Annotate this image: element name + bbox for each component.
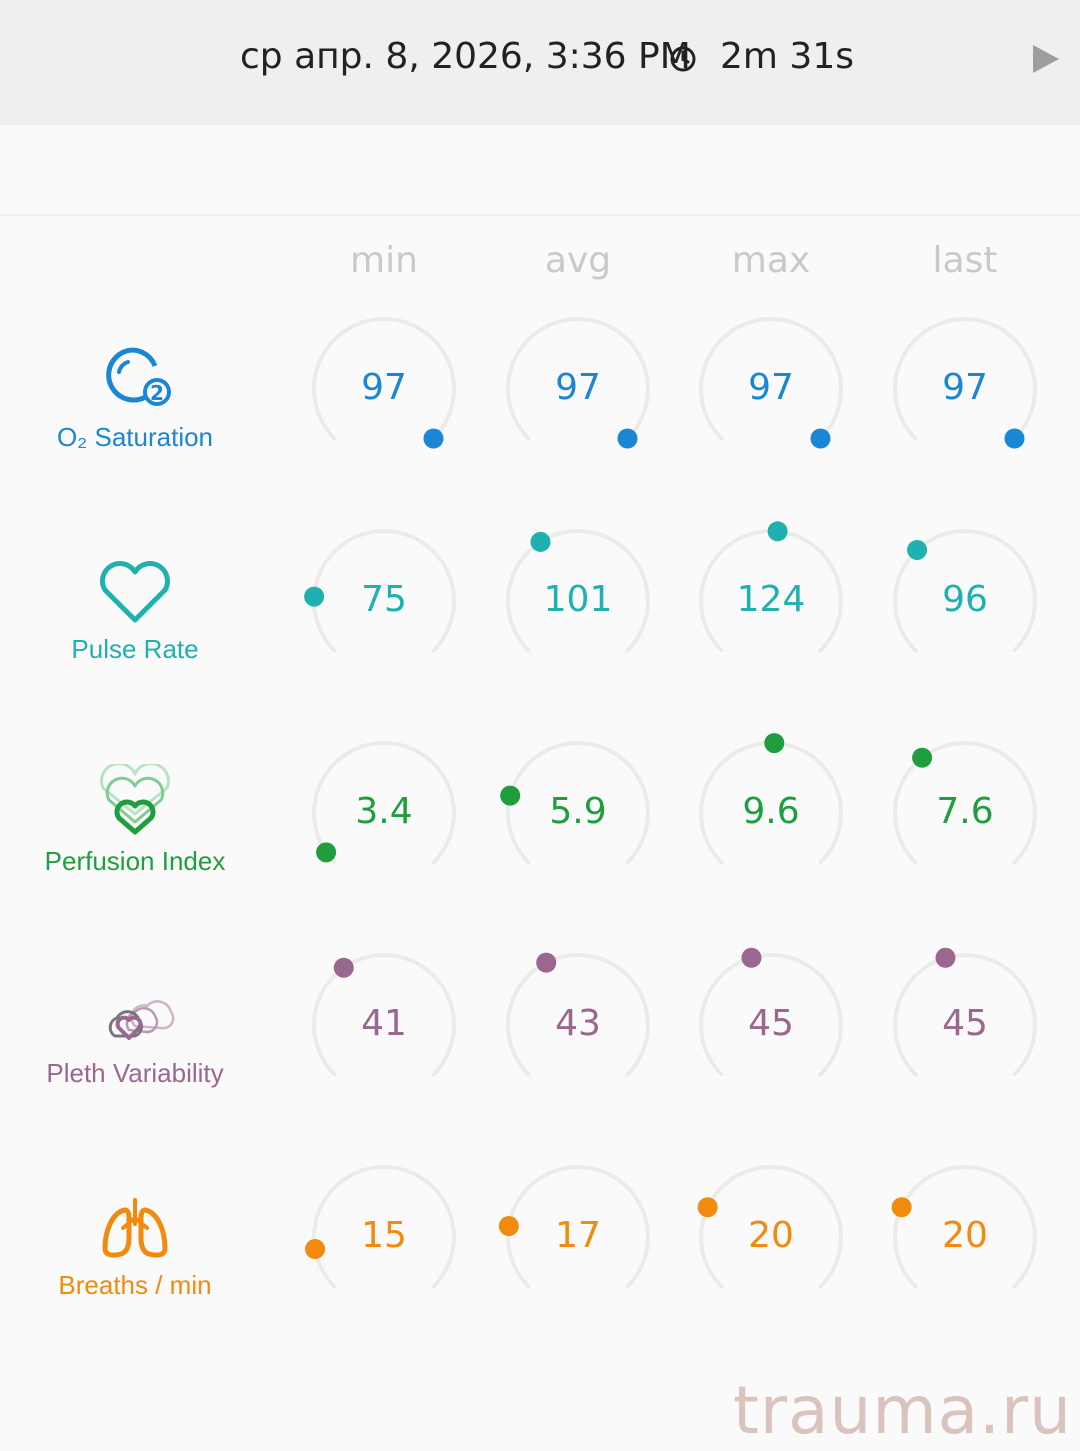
gauge-perfusion-last: 7.6 <box>890 738 1040 888</box>
gauge-indicator-dot <box>1004 428 1025 449</box>
gauge-value: 75 <box>361 579 407 620</box>
gauge-o2-max: 97 <box>696 314 846 464</box>
gauge-value: 43 <box>555 1003 601 1044</box>
gauge-track <box>312 953 456 1077</box>
gauge-indicator-dot <box>764 733 785 754</box>
gauge-indicator-dot <box>891 1197 912 1218</box>
gauge-value: 124 <box>736 579 806 620</box>
gauge-track <box>893 317 1037 441</box>
gauge-value: 96 <box>942 579 988 620</box>
o2-saturation-icon: 2 <box>95 340 175 420</box>
gauge-indicator-dot <box>935 947 956 968</box>
gauge-value: 15 <box>361 1215 407 1256</box>
divider <box>0 214 1080 216</box>
gauge-value: 20 <box>942 1215 988 1256</box>
lungs-icon <box>95 1188 175 1268</box>
gauge-value: 17 <box>555 1215 601 1256</box>
gauge-track <box>699 1165 843 1289</box>
gauge-value: 45 <box>942 1003 988 1044</box>
gauge-value: 41 <box>361 1003 407 1044</box>
gauge-pulse-last: 96 <box>890 526 1040 676</box>
gauge-indicator-dot <box>500 785 521 806</box>
gauge-o2-avg: 97 <box>503 314 653 464</box>
gauge-track <box>506 1165 650 1289</box>
gauge-breaths-min: 15 <box>305 1162 459 1312</box>
gauge-indicator-dot <box>810 428 831 449</box>
gauge-track <box>506 529 650 653</box>
perfusion-hearts-icon <box>95 762 175 844</box>
gauge-indicator-dot <box>697 1197 718 1218</box>
gauge-track <box>893 953 1037 1077</box>
gauge-pleth-max: 45 <box>696 947 846 1100</box>
gauge-pleth-avg: 43 <box>503 950 653 1100</box>
gauge-indicator-dot <box>536 952 557 973</box>
gauge-track <box>699 953 843 1077</box>
gauge-indicator-dot <box>741 947 762 968</box>
gauge-indicator-dot <box>304 586 325 607</box>
svg-text:2: 2 <box>150 381 164 405</box>
column-header-last: last <box>932 240 998 281</box>
gauge-perfusion-min: 3.4 <box>309 738 459 888</box>
gauge-breaths-max: 20 <box>696 1162 846 1312</box>
gauge-indicator-dot <box>907 539 928 560</box>
gauge-o2-min: 97 <box>309 314 459 464</box>
gauge-value: 101 <box>543 579 613 620</box>
gauge-track <box>893 1165 1037 1289</box>
watermark: trauma.ru <box>733 1372 1072 1449</box>
gauge-o2-last: 97 <box>890 314 1040 464</box>
gauge-value: 97 <box>942 367 988 408</box>
session-date-time: ср апр. 8, 2026, 3:36 PM <box>240 36 691 77</box>
gauge-indicator-dot <box>498 1216 519 1237</box>
heart-icon <box>95 552 175 632</box>
gauge-indicator-dot <box>333 957 354 978</box>
gauge-pulse-min: 75 <box>304 526 459 676</box>
gauge-indicator-dot <box>617 428 638 449</box>
gauge-track <box>312 741 456 865</box>
gauge-track <box>506 741 650 865</box>
gauge-value: 97 <box>748 367 794 408</box>
gauge-perfusion-max: 9.6 <box>696 733 846 888</box>
gauge-track <box>893 529 1037 653</box>
metric-label-pleth: Pleth Variability <box>46 1058 224 1088</box>
gauge-pulse-max: 124 <box>696 521 846 676</box>
gauge-track <box>506 953 650 1077</box>
gauge-pleth-min: 41 <box>309 950 459 1100</box>
metric-label-breaths: Breaths / min <box>58 1270 212 1300</box>
column-header-min: min <box>350 240 418 281</box>
play-icon[interactable] <box>1030 42 1062 76</box>
gauge-indicator-dot <box>530 531 551 552</box>
gauge-value: 9.6 <box>742 791 800 832</box>
gauge-value: 20 <box>748 1215 794 1256</box>
gauge-indicator-dot <box>305 1239 326 1260</box>
column-header-avg: avg <box>544 240 612 281</box>
gauge-indicator-dot <box>316 842 337 863</box>
gauge-breaths-avg: 17 <box>498 1162 653 1312</box>
gauge-value: 7.6 <box>936 791 994 832</box>
gauge-indicator-dot <box>912 747 933 768</box>
header-bar: ср апр. 8, 2026, 3:36 PM 2m 31s <box>0 0 1080 125</box>
gauge-track <box>312 317 456 441</box>
gauge-value: 3.4 <box>355 791 413 832</box>
gauge-value: 45 <box>748 1003 794 1044</box>
session-duration: 2m 31s <box>720 36 854 77</box>
gauge-value: 97 <box>361 367 407 408</box>
clock-icon <box>670 46 696 72</box>
gauge-indicator-dot <box>767 521 788 542</box>
metric-label-pulse: Pulse Rate <box>71 634 199 664</box>
gauge-track <box>699 317 843 441</box>
pleth-variability-icon <box>95 976 175 1056</box>
gauge-breaths-last: 20 <box>890 1162 1040 1312</box>
gauge-value: 5.9 <box>549 791 607 832</box>
gauge-perfusion-avg: 5.9 <box>500 738 653 888</box>
gauge-track <box>893 741 1037 865</box>
metric-label-perfusion: Perfusion Index <box>44 846 226 876</box>
gauge-pleth-last: 45 <box>890 947 1040 1100</box>
gauge-pulse-avg: 101 <box>503 526 653 676</box>
gauge-track <box>506 317 650 441</box>
column-header-max: max <box>731 240 811 281</box>
gauge-value: 97 <box>555 367 601 408</box>
gauge-indicator-dot <box>423 428 444 449</box>
metric-label-o2: O₂ Saturation <box>56 422 214 452</box>
